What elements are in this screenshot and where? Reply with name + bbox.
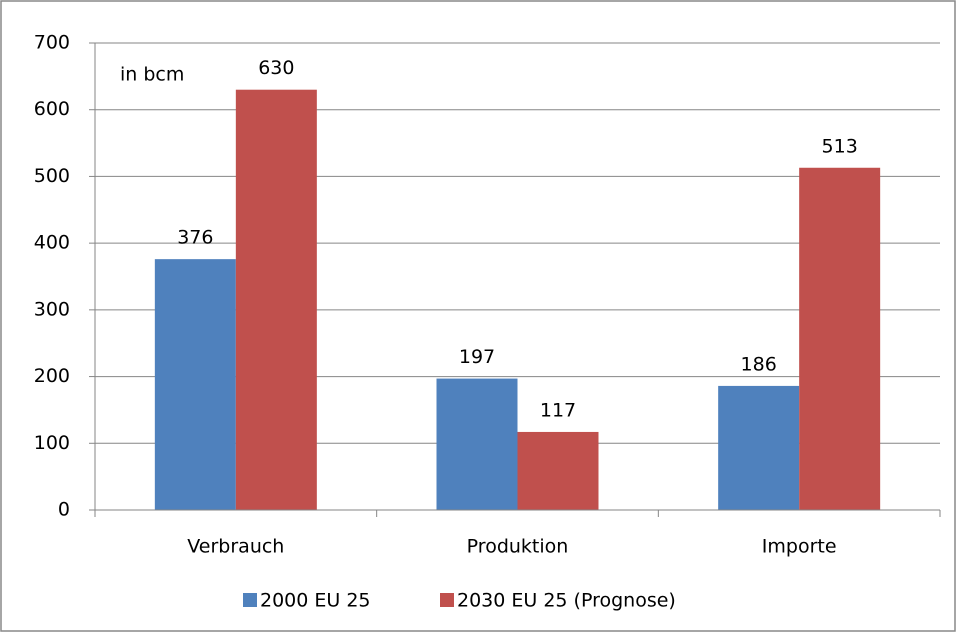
legend-label: 2030 EU 25 (Prognose): [457, 590, 676, 612]
data-label: 186: [741, 353, 777, 375]
y-tick-label: 0: [58, 499, 70, 521]
bar: [799, 167, 881, 510]
x-tick-label: Produktion: [467, 536, 569, 558]
x-tick-label: Importe: [762, 536, 837, 558]
data-label: 197: [459, 346, 495, 368]
x-tick-label: Verbrauch: [187, 536, 284, 558]
y-tick-label: 400: [34, 232, 70, 254]
y-tick-label: 200: [34, 365, 70, 387]
y-tick-label: 600: [34, 98, 70, 120]
annotation: in bcm: [120, 64, 184, 86]
legend-label: 2000 EU 25: [260, 590, 371, 612]
data-label: 630: [258, 57, 294, 79]
y-tick-label: 100: [34, 432, 70, 454]
bar: [154, 259, 236, 510]
bar: [517, 431, 599, 510]
bar: [436, 378, 518, 510]
data-label: 513: [822, 135, 858, 157]
y-tick-label: 300: [34, 298, 70, 320]
bar: [235, 89, 317, 510]
y-tick-label: 500: [34, 165, 70, 187]
y-tick-label: 700: [34, 32, 70, 54]
bar: [718, 385, 800, 510]
legend-swatch: [243, 593, 257, 607]
legend-swatch: [440, 593, 454, 607]
data-label: 376: [177, 227, 213, 249]
data-label: 117: [540, 399, 576, 421]
